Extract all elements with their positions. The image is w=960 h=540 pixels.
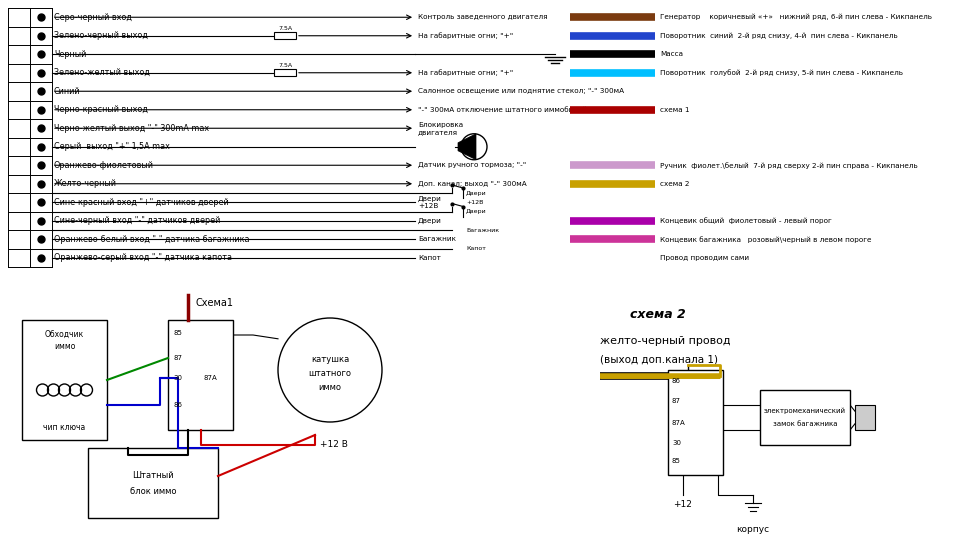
- Text: чип ключа: чип ключа: [43, 423, 85, 432]
- Text: Черный: Черный: [54, 50, 86, 59]
- Text: Масса: Масса: [660, 51, 683, 57]
- Text: замок багажника: замок багажника: [773, 422, 837, 428]
- Bar: [22, 320, 107, 440]
- Text: схема 2: схема 2: [630, 308, 685, 321]
- Text: Сине-красный вход "+" датчиков дверей: Сине-красный вход "+" датчиков дверей: [54, 198, 228, 207]
- Bar: [274, 69, 296, 76]
- Text: +12 В: +12 В: [320, 440, 348, 449]
- Text: 30: 30: [672, 440, 681, 446]
- Text: Обходчик: Обходчик: [45, 330, 84, 339]
- Text: Блокировка
двигателя: Блокировка двигателя: [418, 122, 463, 135]
- Text: Схема1: Схема1: [196, 298, 234, 308]
- Text: Штатный: Штатный: [132, 470, 174, 480]
- Text: Концевик общий  фиолетовый - левый порог: Концевик общий фиолетовый - левый порог: [660, 217, 831, 224]
- Bar: [168, 320, 233, 430]
- Text: желто-черный провод: желто-черный провод: [600, 336, 731, 346]
- Text: Капот: Капот: [418, 255, 441, 261]
- Text: 87: 87: [173, 355, 182, 361]
- Text: Серо-черный вход: Серо-черный вход: [54, 13, 132, 22]
- Text: (выход доп.канала 1): (выход доп.канала 1): [600, 354, 718, 364]
- Text: Желто-черный: Желто-черный: [54, 179, 117, 188]
- Text: Багажник: Багажник: [466, 227, 499, 233]
- Text: электромеханический: электромеханический: [764, 407, 846, 414]
- Polygon shape: [458, 134, 476, 160]
- Text: +12: +12: [674, 500, 692, 509]
- Text: Двери: Двери: [466, 191, 487, 195]
- Text: Провод проводим сами: Провод проводим сами: [660, 255, 749, 261]
- Text: Двери: Двери: [466, 209, 487, 214]
- Text: схема 2: схема 2: [660, 181, 689, 187]
- Text: +12В: +12В: [466, 200, 484, 205]
- Bar: [88, 448, 218, 518]
- Bar: [760, 390, 850, 445]
- Text: блок иммо: блок иммо: [130, 487, 177, 496]
- Text: катушка: катушка: [311, 355, 349, 364]
- Text: 7.5A: 7.5A: [278, 63, 292, 68]
- Text: Датчик ручного тормоза; "-": Датчик ручного тормоза; "-": [418, 162, 526, 168]
- Bar: [855, 405, 875, 430]
- Text: Зелено-желтый выход: Зелено-желтый выход: [54, 68, 150, 77]
- Text: Багажник: Багажник: [418, 237, 456, 242]
- Bar: [668, 370, 723, 475]
- Text: Ручник  фиолет.\белый  7-й ряд сверху 2-й пин справа - Кикпанель: Ручник фиолет.\белый 7-й ряд сверху 2-й …: [660, 162, 918, 168]
- Text: На габаритные огни; "+": На габаритные огни; "+": [418, 32, 514, 39]
- Text: Зелено-черный выход: Зелено-черный выход: [54, 31, 148, 40]
- Text: Сине-черный вход "-" датчиков дверей: Сине-черный вход "-" датчиков дверей: [54, 216, 221, 225]
- Text: 85: 85: [672, 458, 681, 464]
- Text: 85: 85: [173, 330, 181, 336]
- Text: На габаритные огни; "+": На габаритные огни; "+": [418, 69, 514, 76]
- Polygon shape: [198, 358, 204, 366]
- Text: Поворотник  синий  2-й ряд снизу, 4-й  пин слева - Кикпанель: Поворотник синий 2-й ряд снизу, 4-й пин …: [660, 32, 898, 39]
- Text: 86: 86: [672, 378, 681, 384]
- Text: штатного: штатного: [308, 369, 351, 379]
- Text: Оранжево-серый вход "-" датчика капота: Оранжево-серый вход "-" датчика капота: [54, 253, 232, 262]
- Text: иммо: иммо: [319, 383, 342, 393]
- Text: Концевик багажника   розовый\черный в левом пороге: Концевик багажника розовый\черный в лево…: [660, 236, 872, 242]
- Text: 87A: 87A: [203, 375, 217, 381]
- Text: Доп. канал; выход "-" 300мА: Доп. канал; выход "-" 300мА: [418, 181, 527, 187]
- Text: Двери
+12В: Двери +12В: [418, 195, 442, 209]
- Text: 7.5A: 7.5A: [278, 26, 292, 31]
- Text: Черно-желтый выход "-" 300mA max: Черно-желтый выход "-" 300mA max: [54, 124, 209, 133]
- Text: Черно-красный выход: Черно-красный выход: [54, 105, 148, 114]
- Text: Оранжево-фиолетовый: Оранжево-фиолетовый: [54, 161, 154, 170]
- Text: схема 1: схема 1: [660, 107, 689, 113]
- Text: Оранжево-белый вход "-" датчика багажника: Оранжево-белый вход "-" датчика багажник…: [54, 235, 250, 244]
- Text: 87: 87: [672, 398, 681, 404]
- Text: корпус: корпус: [736, 525, 770, 534]
- Text: Двери: Двери: [418, 218, 442, 224]
- Text: иммо: иммо: [54, 342, 75, 351]
- Bar: [274, 32, 296, 39]
- Text: Синий: Синий: [54, 87, 81, 96]
- Text: Генератор    коричневый «+»   нижний ряд, 6-й пин слева - Кикпанель: Генератор коричневый «+» нижний ряд, 6-й…: [660, 14, 932, 21]
- Text: 87A: 87A: [672, 420, 685, 426]
- Text: Поворотник  голубой  2-й ряд снизу, 5-й пин слева - Кикпанель: Поворотник голубой 2-й ряд снизу, 5-й пи…: [660, 69, 903, 76]
- Text: Салонное освещение или поднятие стекол; "-" 300мА: Салонное освещение или поднятие стекол; …: [418, 88, 624, 94]
- Text: Серый  выход "+" 1,5A max: Серый выход "+" 1,5A max: [54, 142, 170, 151]
- Text: "-" 300мА отключение штатного иммобилайзера: "-" 300мА отключение штатного иммобилайз…: [418, 106, 605, 113]
- Text: 86: 86: [173, 402, 182, 408]
- Text: Капот: Капот: [466, 246, 486, 251]
- Text: 30: 30: [173, 375, 182, 381]
- Text: Контроль заведенного двигателя: Контроль заведенного двигателя: [418, 14, 547, 20]
